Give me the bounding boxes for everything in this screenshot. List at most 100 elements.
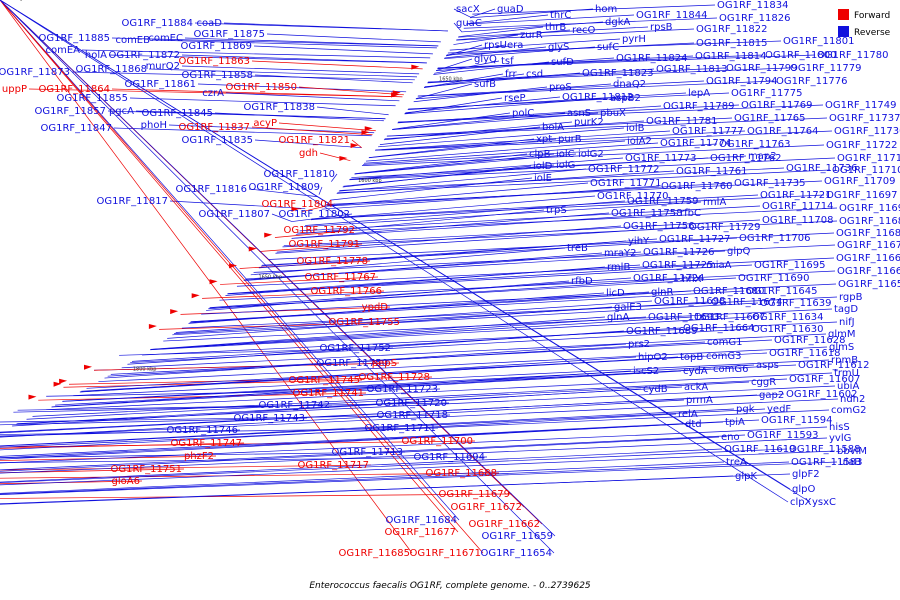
gene-label[interactable]: OG1RF_11875 bbox=[194, 29, 266, 40]
gene-label[interactable]: gap2 bbox=[759, 390, 784, 401]
gene-label[interactable]: OG1RF_11645 bbox=[746, 286, 818, 297]
gene-label[interactable]: OG1RF_11884 bbox=[122, 18, 194, 29]
gene-label[interactable]: OG1RF_11775 bbox=[731, 88, 803, 99]
gene-label[interactable]: purB bbox=[558, 134, 582, 145]
gene-label[interactable]: OG1RF_11835 bbox=[182, 135, 254, 146]
gene-label[interactable]: OG1RF_11628 bbox=[774, 335, 846, 346]
gene-label[interactable]: OG1RF_11736 bbox=[786, 163, 858, 174]
gene-label[interactable]: OG1RF_11659 bbox=[482, 531, 554, 542]
gene-label[interactable]: prmA bbox=[686, 395, 713, 406]
gene-label[interactable]: rmlB bbox=[607, 262, 630, 273]
gene-label[interactable]: OG1RF_11583 bbox=[791, 457, 863, 468]
gene-label[interactable]: ypdD bbox=[362, 302, 389, 313]
gene-label[interactable]: OG1RF_11671 bbox=[410, 548, 482, 559]
gene-label[interactable]: glpQ bbox=[727, 246, 750, 257]
gene-label[interactable]: OG1RF_11725 bbox=[642, 260, 714, 271]
gene-label[interactable]: OG1RF_11772 bbox=[588, 164, 660, 175]
gene-label[interactable]: hipO2 bbox=[638, 352, 668, 363]
gene-label[interactable]: OG1RF_11845 bbox=[142, 108, 214, 119]
gene-label[interactable]: pgk bbox=[736, 404, 755, 415]
gene-label[interactable]: glyS bbox=[548, 42, 569, 53]
gene-label[interactable]: OG1RF_11844 bbox=[636, 10, 708, 21]
gene-label[interactable]: trpS bbox=[546, 205, 567, 216]
gene-label[interactable]: cydB bbox=[643, 384, 668, 395]
gene-label[interactable]: dtd bbox=[685, 419, 702, 430]
gene-label[interactable]: nifJ bbox=[839, 317, 855, 328]
gene-label[interactable]: eno bbox=[721, 432, 740, 443]
gene-label[interactable]: clpX bbox=[790, 497, 812, 508]
gene-label[interactable]: iolG bbox=[556, 160, 575, 171]
gene-label[interactable]: aspB2 bbox=[610, 93, 641, 104]
gene-label[interactable]: frr bbox=[505, 69, 517, 80]
gene-label[interactable]: OG1RF_11751 bbox=[111, 464, 183, 475]
gene-label[interactable]: OG1RF_11761 bbox=[676, 166, 748, 177]
gene-label[interactable]: OG1RF_11872 bbox=[109, 50, 181, 61]
gene-label[interactable]: OG1RF_11864 bbox=[39, 84, 111, 95]
gene-label[interactable]: OG1RF_11593 bbox=[747, 430, 819, 441]
gene-label[interactable]: comG2 bbox=[831, 405, 866, 416]
gene-label[interactable]: zurR bbox=[520, 30, 543, 41]
gene-label[interactable]: OG1RF_11781 bbox=[646, 116, 718, 127]
gene-label[interactable]: OG1RF_11778 bbox=[297, 256, 369, 267]
gene-label[interactable]: rpsB bbox=[650, 22, 673, 33]
gene-label[interactable]: csd bbox=[526, 69, 543, 80]
gene-label[interactable]: pbuX bbox=[600, 108, 626, 119]
gene-label[interactable]: OG1RF_11780 bbox=[817, 50, 889, 61]
gene-label[interactable]: rfbC bbox=[680, 208, 701, 219]
gene-label[interactable]: OG1RF_11639 bbox=[760, 298, 832, 309]
gene-label[interactable]: hom bbox=[595, 4, 617, 15]
gene-label[interactable]: comG1 bbox=[707, 337, 742, 348]
gene-label[interactable]: cggR bbox=[751, 377, 776, 388]
gene-label[interactable]: asps bbox=[756, 360, 779, 371]
gene-label[interactable]: OG1RF_11776 bbox=[776, 76, 848, 87]
gene-label[interactable]: OG1RF_11815 bbox=[696, 38, 768, 49]
gene-label[interactable]: OG1RF_11823 bbox=[582, 68, 654, 79]
gene-label[interactable]: OG1RF_11838 bbox=[244, 102, 316, 113]
gene-label[interactable]: OG1RF_11695 bbox=[754, 260, 826, 271]
gene-label[interactable]: tsf bbox=[501, 56, 514, 67]
gene-label[interactable]: OG1RF_11727 bbox=[659, 234, 731, 245]
gene-label[interactable]: OG1RF_11700 bbox=[402, 436, 474, 447]
gene-label[interactable]: OG1RF_11765 bbox=[734, 113, 806, 124]
gene-label[interactable]: tagD bbox=[834, 304, 858, 315]
gene-label[interactable]: comEB bbox=[115, 35, 150, 46]
gene-label[interactable]: OG1RF_11742 bbox=[259, 400, 331, 411]
gene-label[interactable]: OG1RF_11834 bbox=[717, 0, 789, 11]
gene-label[interactable]: phzF2 bbox=[184, 451, 214, 462]
gene-label[interactable]: OG1RF_11694 bbox=[414, 452, 486, 463]
gene-label[interactable]: iolD bbox=[533, 161, 553, 172]
gene-label[interactable]: glnR bbox=[651, 287, 673, 298]
gene-label[interactable]: rmlA bbox=[703, 197, 726, 208]
gene-label[interactable]: OG1RF_11698 bbox=[654, 296, 726, 307]
gene-label[interactable]: guaD bbox=[497, 4, 524, 15]
gene-label[interactable]: OG1RF_11674 bbox=[711, 297, 783, 308]
gene-label[interactable]: OG1RF_11812 bbox=[562, 92, 634, 103]
gene-label[interactable]: iolC bbox=[556, 149, 575, 160]
gene-label[interactable]: OG1RF_11758 bbox=[611, 208, 683, 219]
gene-label[interactable]: OG1RF_11779 bbox=[790, 63, 862, 74]
gene-label[interactable]: OG1RF_11807 bbox=[199, 209, 271, 220]
gene-label[interactable]: licD bbox=[606, 288, 625, 299]
gene-label[interactable]: lepA bbox=[688, 88, 710, 99]
gene-label[interactable]: yvlG bbox=[829, 433, 851, 444]
gene-label[interactable]: gloA6 bbox=[112, 476, 140, 487]
gene-label[interactable]: OG1RF_11847 bbox=[41, 123, 113, 134]
gene-label[interactable]: OG1RF_11789 bbox=[663, 101, 735, 112]
gene-label[interactable]: glmS bbox=[829, 342, 854, 353]
gene-label[interactable]: yihY bbox=[628, 236, 650, 247]
gene-label[interactable]: comG6 bbox=[713, 364, 748, 375]
gene-label[interactable]: OG1RF_11721 bbox=[760, 190, 832, 201]
gene-label[interactable]: OG1RF_11814 bbox=[695, 51, 767, 62]
gene-label[interactable]: OG1RF_11813 bbox=[656, 64, 728, 75]
gene-label[interactable]: dnaQ2 bbox=[613, 79, 646, 90]
gene-label[interactable]: OG1RF_11663 bbox=[837, 266, 900, 277]
gene-label[interactable]: tpiA bbox=[725, 417, 745, 428]
gene-label[interactable]: OG1RF_11714 bbox=[762, 201, 834, 212]
gene-label[interactable]: galE3 bbox=[614, 302, 642, 313]
gene-label[interactable]: purK2 bbox=[574, 117, 604, 128]
gene-label[interactable]: topB bbox=[680, 352, 703, 363]
gene-label[interactable]: OG1RF_11720 bbox=[376, 398, 448, 409]
gene-label[interactable]: OG1RF_11619 bbox=[724, 444, 796, 455]
gene-label[interactable]: comEA bbox=[45, 45, 80, 56]
